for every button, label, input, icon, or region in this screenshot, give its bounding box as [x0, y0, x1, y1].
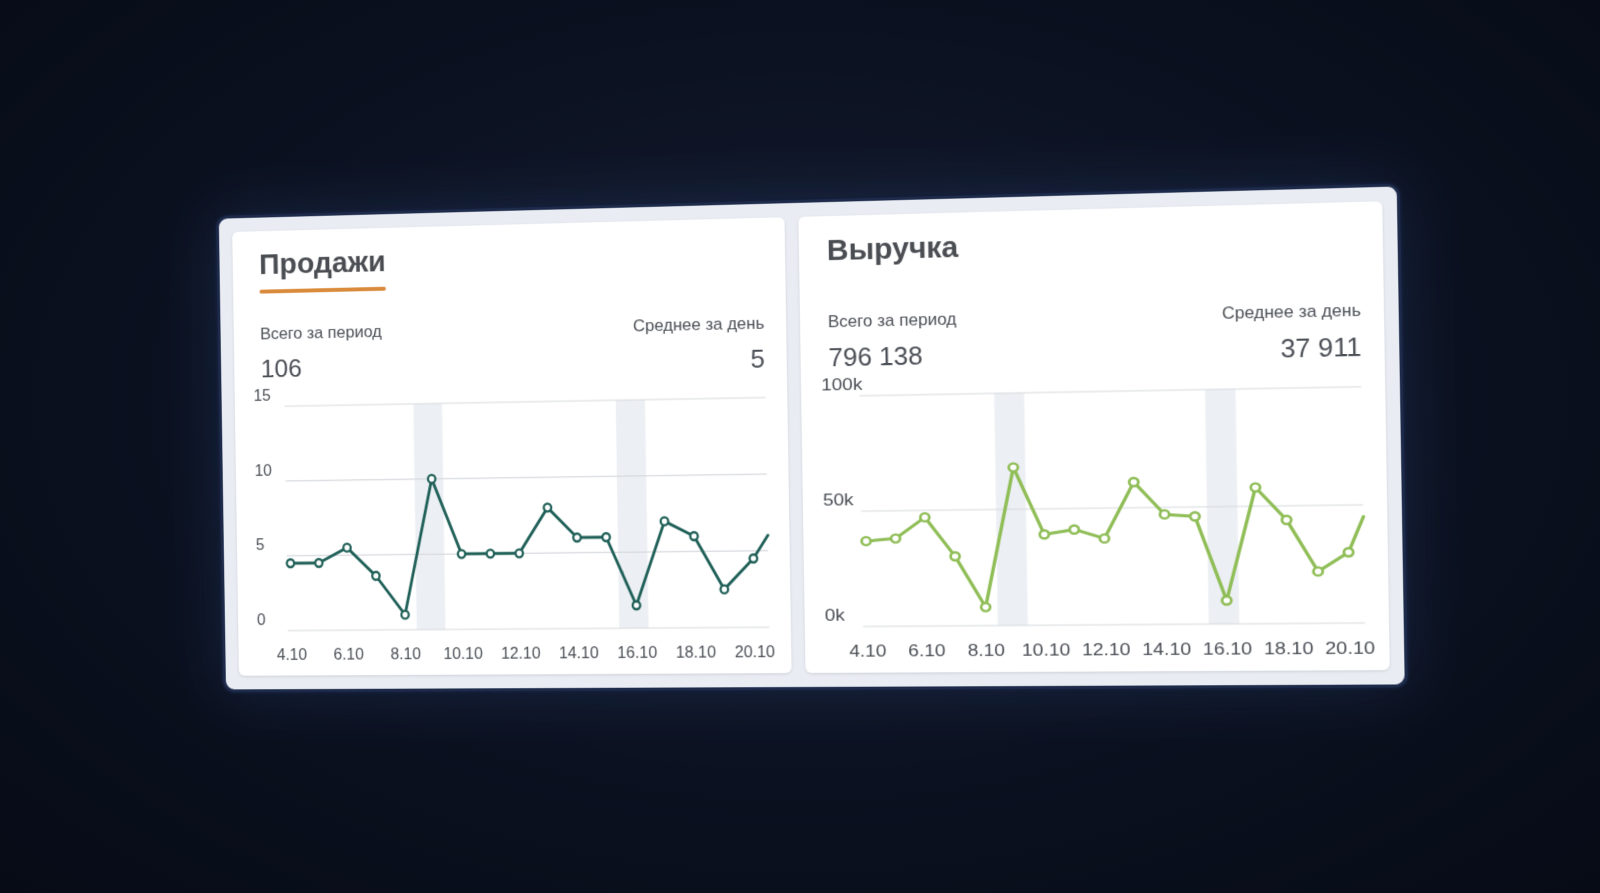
- revenue-gridline: [861, 505, 1363, 511]
- sales-total-value: 106: [260, 352, 382, 385]
- revenue-average: Среднее за день 37 911: [1222, 300, 1362, 365]
- revenue-gridline: [859, 387, 1361, 396]
- revenue-y-tick-label: 50k: [823, 490, 854, 510]
- sales-data-point: [573, 534, 581, 542]
- revenue-data-point: [1282, 516, 1291, 524]
- revenue-data-point: [1100, 534, 1109, 542]
- revenue-data-point: [1313, 567, 1322, 575]
- revenue-x-tick-label: 10.10: [1022, 640, 1071, 660]
- revenue-total: Всего за период 796 138: [828, 309, 957, 373]
- sales-x-tick-label: 4.10: [277, 646, 307, 664]
- sales-total-label: Всего за период: [260, 322, 382, 344]
- sales-data-point: [343, 544, 350, 552]
- sales-y-tick-label: 15: [253, 386, 270, 405]
- sales-x-tick-label: 10.10: [443, 644, 483, 663]
- sales-average-value: 5: [633, 344, 765, 377]
- revenue-x-tick-label: 20.10: [1325, 638, 1375, 658]
- sales-title: Продажи: [259, 246, 386, 282]
- revenue-title: Выручка: [827, 231, 959, 268]
- sales-x-tick-label: 12.10: [501, 644, 541, 663]
- revenue-total-label: Всего за период: [828, 309, 957, 332]
- revenue-data-point: [1040, 530, 1049, 538]
- revenue-data-point: [981, 603, 990, 611]
- revenue-average-label: Среднее за день: [1222, 300, 1361, 323]
- sales-y-tick-label: 0: [257, 611, 266, 629]
- sales-data-point: [401, 611, 408, 619]
- sales-gridline: [287, 551, 768, 556]
- sales-x-tick-label: 8.10: [390, 645, 421, 664]
- sales-y-tick-label: 5: [256, 536, 265, 554]
- sales-gridline: [284, 398, 765, 407]
- revenue-data-point: [1222, 596, 1231, 604]
- sales-series-line: [289, 474, 769, 616]
- sales-data-point: [372, 572, 379, 580]
- revenue-chart: 0k 50k 100k 4.10 6.10 8.10 10.10 12.10 14.10 16.1…: [819, 376, 1373, 677]
- sales-data-point: [458, 550, 466, 558]
- revenue-x-tick-label: 8.10: [967, 640, 1005, 660]
- revenue-chart-svg: 0k 50k 100k 4.10 6.10 8.10 10.10 12.10 14.10 16.1…: [819, 376, 1373, 677]
- revenue-x-tick-label: 18.10: [1264, 638, 1314, 658]
- sales-data-point: [428, 475, 435, 483]
- sales-weekend-band: [413, 403, 445, 629]
- sales-x-tick-label: 6.10: [333, 645, 363, 663]
- sales-data-point: [287, 559, 294, 567]
- sales-x-tick-label: 16.10: [617, 643, 657, 662]
- revenue-data-point: [951, 552, 960, 560]
- revenue-average-value: 37 911: [1222, 331, 1361, 365]
- sales-chart-svg: 0 5 10 15 4.10 6.10 8.10 10.10 12.10 14.10 16.10 18…: [252, 387, 776, 679]
- revenue-gridline: [863, 623, 1365, 627]
- revenue-data-point: [862, 537, 871, 545]
- sales-gridline: [288, 627, 769, 630]
- dashboard-frame: Продажи Всего за период 106 Среднее за д…: [216, 183, 1408, 692]
- sales-x-tick-label: 14.10: [559, 644, 599, 663]
- revenue-data-point: [1251, 483, 1260, 491]
- sales-data-point: [515, 549, 523, 557]
- sales-chart: 0 5 10 15 4.10 6.10 8.10 10.10 12.10 14.10 16.10 18…: [252, 387, 776, 679]
- sales-data-point: [720, 585, 728, 593]
- sales-data-point: [315, 559, 322, 567]
- revenue-series-line: [865, 462, 1365, 608]
- revenue-data-point: [920, 513, 929, 521]
- revenue-data-point: [1344, 548, 1354, 556]
- revenue-x-tick-label: 14.10: [1142, 639, 1191, 659]
- revenue-total-value: 796 138: [828, 340, 957, 374]
- sales-data-point: [544, 504, 552, 512]
- revenue-card: Выручка Всего за период 796 138 Среднее …: [798, 201, 1389, 673]
- revenue-data-point: [1160, 510, 1169, 518]
- sales-y-tick-label: 10: [254, 461, 271, 479]
- sales-x-tick-label: 20.10: [735, 643, 776, 662]
- sales-average: Среднее за день 5: [633, 314, 765, 377]
- sales-average-label: Среднее за день: [633, 314, 765, 337]
- revenue-data-point: [1190, 512, 1199, 520]
- revenue-data-point: [1070, 525, 1079, 533]
- revenue-x-tick-label: 6.10: [908, 641, 946, 661]
- revenue-data-point: [891, 534, 900, 542]
- sales-data-point: [661, 517, 669, 525]
- sales-data-point: [602, 533, 610, 541]
- sales-x-tick-label: 18.10: [676, 643, 716, 662]
- revenue-x-tick-label: 4.10: [849, 641, 887, 660]
- revenue-x-tick-label: 12.10: [1082, 640, 1131, 660]
- sales-card: Продажи Всего за период 106 Среднее за д…: [232, 217, 791, 676]
- sales-stats: Всего за период 106 Среднее за день 5: [260, 314, 765, 385]
- sales-data-point: [690, 532, 698, 540]
- revenue-data-point: [1009, 463, 1018, 471]
- revenue-y-tick-label: 0k: [825, 605, 846, 624]
- revenue-stats: Всего за период 796 138 Среднее за день …: [828, 300, 1362, 373]
- sales-data-point: [750, 554, 758, 562]
- sales-gridline: [286, 474, 767, 481]
- revenue-y-tick-label: 100k: [821, 374, 863, 394]
- revenue-data-point: [1129, 478, 1138, 486]
- sales-data-point: [487, 550, 495, 558]
- revenue-x-tick-label: 16.10: [1203, 639, 1253, 659]
- sales-data-point: [633, 601, 641, 609]
- sales-total: Всего за период 106: [260, 322, 382, 384]
